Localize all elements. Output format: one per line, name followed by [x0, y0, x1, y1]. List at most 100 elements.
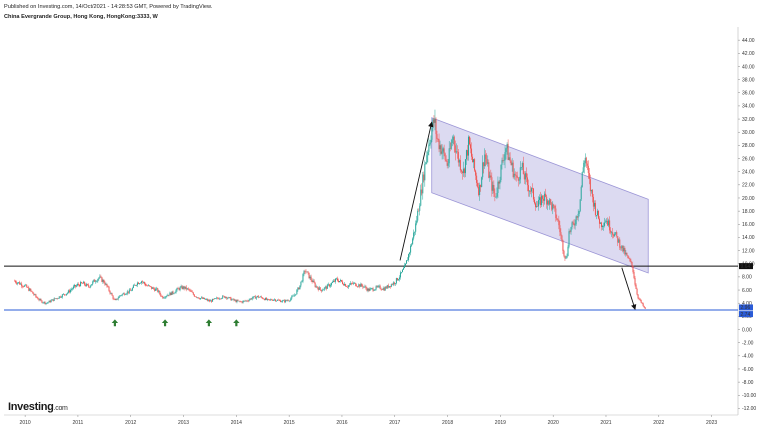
y-tick-label: 20.00 [742, 196, 755, 202]
y-tick-label: 32.00 [742, 117, 755, 123]
candle-body [89, 286, 91, 288]
y-tick-label: 26.00 [742, 156, 755, 162]
candle-body [77, 284, 79, 286]
candle-body [95, 281, 97, 283]
candle-body [249, 298, 251, 300]
candle-body [274, 299, 276, 301]
candle-body [163, 297, 165, 299]
candle-body [567, 246, 569, 256]
candle-body [576, 216, 578, 218]
candle-body [198, 298, 200, 300]
candle-body [190, 290, 192, 292]
candle-body [432, 119, 434, 129]
candle-body [223, 295, 225, 297]
candle-body [339, 281, 341, 283]
candle-body [643, 306, 645, 308]
candle-body [409, 252, 411, 255]
candle-body [304, 271, 306, 272]
candle-body [559, 225, 561, 233]
candle-body [382, 288, 384, 290]
candle-body [355, 282, 357, 287]
candle-body [373, 290, 375, 291]
candle-body [528, 190, 530, 192]
candle-body [145, 283, 147, 286]
candle-body [187, 288, 189, 290]
candle-body [326, 284, 328, 289]
candle-body [105, 283, 107, 285]
candle-body [393, 282, 395, 285]
candle-body [143, 282, 145, 283]
candle-body [237, 300, 239, 301]
candle-body [533, 199, 535, 204]
candle-body [412, 238, 414, 245]
candle-body [236, 300, 238, 303]
candle-body [230, 297, 232, 301]
candle-body [313, 280, 315, 283]
candle-body [221, 298, 223, 299]
candle-body [588, 173, 590, 180]
price-badges: 9.64 2.962.74 [739, 263, 753, 318]
candle-body [440, 145, 442, 154]
candle-body [170, 292, 172, 296]
candle-body [167, 294, 169, 296]
candle-body [57, 298, 59, 299]
y-tick-label: 44.00 [742, 38, 755, 44]
x-tick-label: 2022 [653, 420, 664, 426]
candle-body [269, 299, 271, 301]
candle-body [291, 296, 293, 299]
candle-body [283, 300, 285, 301]
candle-body [32, 291, 34, 294]
candle-body [630, 260, 632, 262]
candle-body [30, 288, 32, 291]
investing-logo[interactable]: Investing.com [8, 401, 68, 413]
candle-body [600, 222, 602, 224]
y-tick-label: 24.00 [742, 169, 755, 175]
x-tick-label: 2014 [231, 420, 242, 426]
candle-body [35, 294, 37, 297]
candle-body [482, 162, 484, 178]
x-tick-label: 2017 [389, 420, 400, 426]
candle-body [500, 164, 502, 181]
candle-body [592, 196, 594, 207]
candle-body [299, 285, 301, 290]
candle-body [26, 284, 28, 288]
candle-body [360, 283, 362, 287]
candle-body [622, 245, 624, 252]
price-badge-label: 9.64 [741, 264, 751, 270]
candle-body [495, 196, 497, 198]
candle-body [327, 284, 329, 285]
support-up-arrow-icon [161, 319, 169, 327]
candle-body [493, 184, 495, 194]
candle-body [461, 171, 463, 174]
candle-body [80, 282, 82, 287]
candle-body [609, 220, 611, 231]
y-tick-label: 14.00 [742, 235, 755, 241]
candle-body [270, 299, 272, 301]
candle-body [423, 174, 425, 181]
candle-body [522, 163, 524, 175]
candle-body [607, 220, 609, 226]
candle-body [153, 287, 155, 289]
candle-body [603, 225, 605, 227]
candle-body [82, 283, 84, 284]
candle-body [162, 296, 164, 299]
candle-body [247, 301, 249, 302]
y-tick-label: -8.00 [742, 380, 754, 386]
candle-body [325, 286, 327, 289]
candle-body [317, 287, 319, 290]
candle-body [519, 167, 521, 180]
candle-body [199, 298, 201, 300]
candle-body [379, 285, 381, 289]
candle-body [287, 300, 289, 302]
candle-body [309, 276, 311, 279]
support-up-arrow-icon [111, 319, 119, 327]
candle-body [546, 196, 548, 205]
candle-body [508, 157, 510, 160]
candle-body [140, 281, 142, 283]
candle-body [28, 287, 30, 291]
candle-body [169, 292, 171, 296]
candle-body [347, 286, 349, 288]
y-tick-label: 6.00 [742, 288, 752, 294]
candle-body [570, 227, 572, 232]
